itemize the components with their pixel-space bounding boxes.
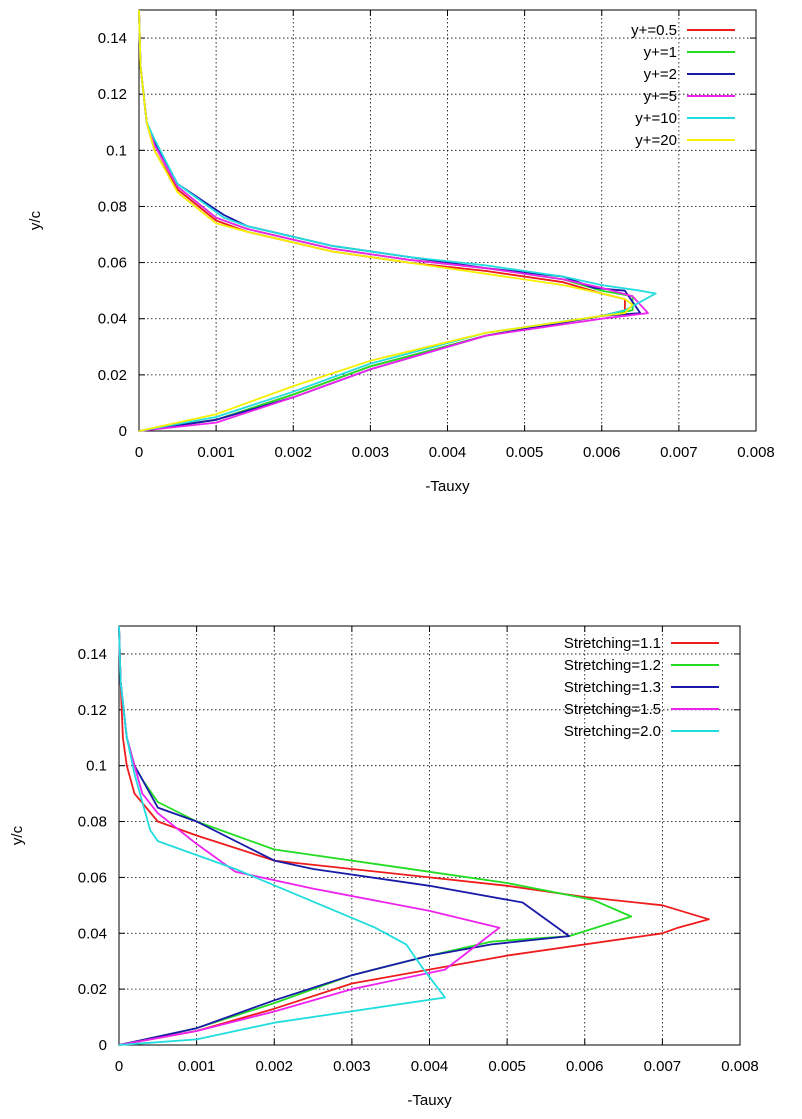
y-tick-label: 0.14	[78, 646, 107, 663]
x-tick-label: 0	[115, 1058, 123, 1075]
y-tick-label: 0.04	[78, 925, 107, 942]
y-tick-label: 0.02	[98, 367, 127, 384]
series-line-3	[138, 9, 642, 432]
x-tick-label: 0.004	[411, 1058, 449, 1075]
series-line-6	[138, 9, 634, 432]
x-tick-label: 0.006	[583, 444, 621, 461]
series-line-4	[118, 625, 501, 1046]
y-tick-label: 0.02	[78, 981, 107, 998]
x-tick-label: 0.002	[255, 1058, 293, 1075]
y-tick-label: 0.12	[78, 702, 107, 719]
x-tick-label: 0.007	[660, 444, 698, 461]
legend-label: y+=1	[644, 44, 677, 61]
y-tick-label: 0	[99, 1037, 107, 1054]
y-tick-label: 0	[119, 423, 127, 440]
y-axis-label: y/c	[27, 210, 44, 230]
x-tick-label: 0.003	[333, 1058, 371, 1075]
x-tick-label: 0	[135, 444, 143, 461]
x-tick-label: 0.002	[274, 444, 312, 461]
chart-bottom: 0 0.001 0.002 0.003 0.004 0.005 0.006 0.007 0.00…	[9, 625, 759, 1109]
legend-label: Stretching=1.1	[564, 635, 661, 652]
y-tick-label: 0.08	[98, 198, 127, 215]
series-line-5	[138, 9, 657, 432]
x-tick-label: 0.003	[352, 444, 390, 461]
x-tick-label: 0.001	[178, 1058, 216, 1075]
legend-label: y+=0.5	[631, 22, 677, 39]
x-tick-label: 0.004	[429, 444, 467, 461]
legend-label: Stretching=2.0	[564, 723, 661, 740]
y-tick-label: 0.12	[98, 86, 127, 103]
y-tick-label: 0.04	[98, 311, 127, 328]
series-line-4	[138, 9, 649, 432]
y-tick-label: 0.06	[78, 869, 107, 886]
x-tick-label: 0.008	[721, 1058, 759, 1075]
legend-label: y+=20	[635, 132, 677, 149]
x-axis-label: -Tauxy	[425, 478, 470, 495]
x-tick-label: 0.006	[566, 1058, 604, 1075]
x-tick-label: 0.008	[737, 444, 775, 461]
x-tick-label: 0.007	[644, 1058, 682, 1075]
legend-label: y+=10	[635, 110, 677, 127]
x-tick-label: 0.005	[506, 444, 544, 461]
chart-top: 0 0.001 0.002 0.003 0.004 0.005 0.006 0.007 0.00…	[27, 9, 775, 495]
y-tick-label: 0.14	[98, 30, 127, 47]
legend-label: y+=5	[644, 88, 677, 105]
legend-label: y+=2	[644, 66, 677, 83]
legend-label: Stretching=1.3	[564, 679, 661, 696]
y-axis-label: y/c	[9, 825, 26, 845]
legend-label: Stretching=1.2	[564, 657, 661, 674]
legend-label: Stretching=1.5	[564, 701, 661, 718]
y-tick-label: 0.06	[98, 255, 127, 272]
x-tick-label: 0.001	[197, 444, 235, 461]
x-axis-label: -Tauxy	[407, 1092, 452, 1109]
y-tick-label: 0.08	[78, 814, 107, 831]
x-tick-label: 0.005	[488, 1058, 526, 1075]
y-tick-label: 0.1	[106, 142, 127, 159]
y-tick-label: 0.1	[86, 758, 107, 775]
series-line-5	[118, 625, 446, 1046]
